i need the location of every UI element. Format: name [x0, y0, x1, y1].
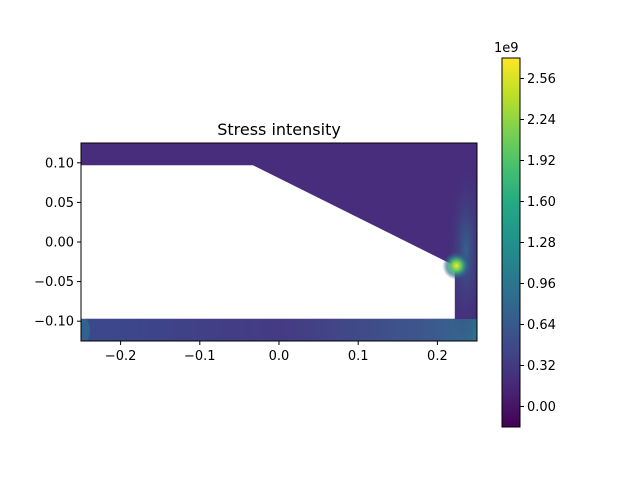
y-tick-label: −0.05: [34, 275, 74, 290]
colorbar-tick-label: 2.24: [527, 113, 556, 128]
colorbar-axis: 0.00 0.32 0.64 0.96 1.28 1.60 1.92 2.24 2.56: [520, 72, 556, 415]
y-tick-label: 0.05: [45, 196, 74, 211]
left-corner-stress: [81, 318, 90, 341]
colorbar-tick-label: 1.60: [527, 195, 556, 210]
colorbar-tick-label: 0.64: [527, 318, 556, 333]
y-tick-label: 0.00: [45, 236, 74, 251]
y-tick-label: 0.10: [45, 156, 74, 171]
colorbar-tick-label: 0.96: [527, 277, 556, 292]
y-axis: 0.10 0.05 0.00 −0.05 −0.10: [34, 156, 81, 330]
x-axis: −0.2 −0.1 0.0 0.1 0.2: [105, 341, 448, 364]
chart-title: Stress intensity: [217, 120, 341, 139]
plot-area: [81, 143, 477, 341]
x-tick-label: 0.0: [269, 349, 290, 364]
x-tick-label: −0.1: [184, 349, 216, 364]
white-void-region: [81, 165, 455, 319]
colorbar-multiplier: 1e9: [494, 41, 519, 56]
colorbar-tick-label: 1.92: [527, 154, 556, 169]
colorbar-tick-label: 2.56: [527, 72, 556, 87]
y-tick-label: −0.10: [34, 315, 74, 330]
colorbar-tick-label: 0.32: [527, 359, 556, 374]
colorbar-tick-label: 0.00: [527, 400, 556, 415]
x-tick-label: 0.1: [348, 349, 369, 364]
x-tick-label: 0.2: [427, 349, 448, 364]
colorbar-gradient: [502, 58, 520, 427]
colorbar-tick-label: 1.28: [527, 236, 556, 251]
stress-hotspot: [442, 251, 471, 280]
x-tick-label: −0.2: [105, 349, 137, 364]
bottom-stress-band: [81, 319, 477, 341]
